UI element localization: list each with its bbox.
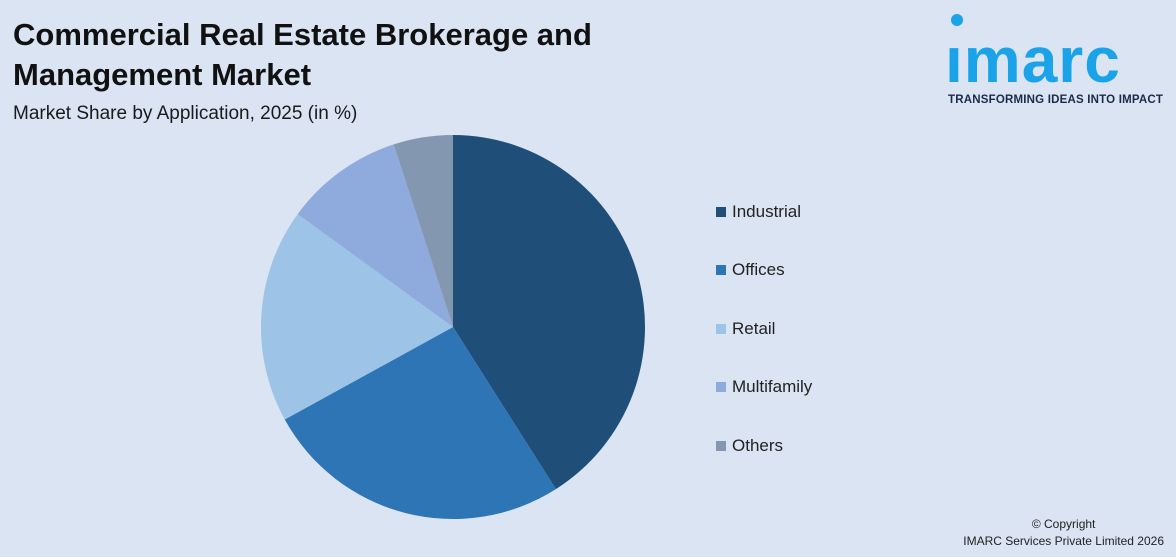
legend-swatch bbox=[716, 265, 726, 276]
pie-slice-multifamily bbox=[297, 144, 453, 327]
legend-label: Multifamily bbox=[732, 377, 813, 397]
legend-swatch bbox=[716, 382, 726, 393]
pie-slice-industrial bbox=[453, 135, 645, 490]
pie-slice-offices bbox=[284, 327, 556, 519]
legend-item-multifamily: Multifamily bbox=[716, 375, 812, 399]
legend-label: Offices bbox=[732, 260, 785, 280]
pie-slice-others bbox=[393, 135, 453, 327]
legend-swatch bbox=[716, 323, 726, 334]
legend-swatch bbox=[716, 207, 726, 217]
legend-item-others: Others bbox=[716, 434, 812, 458]
copyright-line-2: IMARC Services Private Limited 2026 bbox=[963, 534, 1164, 548]
logo-wordmark: ımarc bbox=[945, 24, 1121, 96]
copyright-notice: © Copyright IMARC Services Private Limit… bbox=[963, 516, 1164, 550]
legend-label: Retail bbox=[732, 318, 776, 338]
legend-label: Industrial bbox=[732, 202, 801, 221]
chart-title: Commercial Real Estate Brokerage and Man… bbox=[13, 17, 592, 92]
legend-label: Others bbox=[732, 435, 784, 455]
imarc-logo: ımarc TRANSFORMING IDEAS INTO IMPACT bbox=[945, 12, 1171, 112]
copyright-line-1: © Copyright bbox=[1031, 517, 1096, 531]
pie-chart bbox=[261, 135, 645, 519]
chart-subtitle: Market Share by Application, 2025 (in %) bbox=[13, 103, 358, 124]
logo-dot bbox=[951, 14, 963, 26]
legend-item-retail: Retail bbox=[716, 317, 812, 341]
chart-legend: Industrial Offices Retail Multifamily Others bbox=[716, 200, 812, 492]
logo-tagline: TRANSFORMING IDEAS INTO IMPACT bbox=[948, 94, 1164, 106]
legend-swatch bbox=[716, 440, 726, 451]
legend-item-offices: Offices bbox=[716, 258, 812, 282]
legend-item-industrial: Industrial bbox=[716, 200, 812, 224]
pie-slice-retail bbox=[261, 214, 453, 420]
